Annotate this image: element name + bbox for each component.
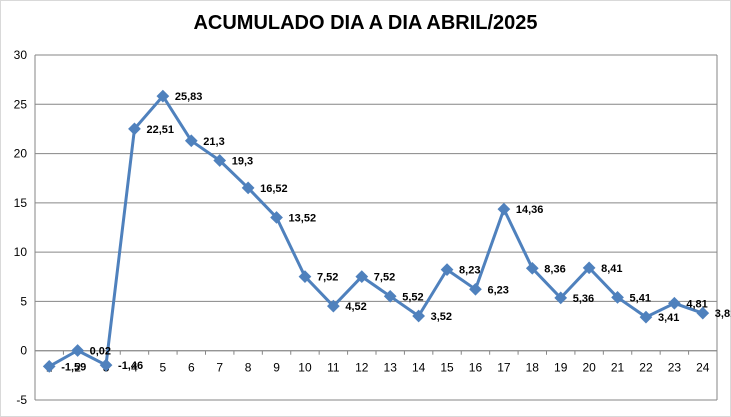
x-tick-label: 6 [188, 361, 195, 375]
x-tick-label: 12 [355, 361, 369, 375]
y-tick-label: 30 [14, 48, 28, 62]
data-label: 8,36 [544, 263, 565, 275]
x-tick-label: 10 [298, 361, 312, 375]
x-tick-label: 15 [440, 361, 454, 375]
data-point [128, 122, 141, 136]
x-tick-label: 18 [526, 361, 540, 375]
data-point [298, 270, 312, 283]
data-label: 8,23 [459, 265, 480, 277]
data-point [270, 211, 283, 224]
x-tick-label: 5 [160, 361, 167, 375]
x-tick-label: 7 [216, 361, 223, 375]
x-tick-label: 14 [412, 361, 426, 375]
x-tick-label: 20 [582, 361, 596, 375]
x-tick-label: 22 [639, 361, 653, 375]
data-point [327, 299, 340, 313]
data-label: 22,51 [146, 124, 174, 136]
data-label: 25,83 [175, 91, 203, 103]
x-tick-label: 2 [74, 361, 81, 375]
x-tick-label: 24 [696, 361, 710, 375]
y-tick-label: 15 [14, 196, 28, 210]
data-point [383, 289, 397, 303]
x-tick-label: 23 [668, 361, 682, 375]
data-point [213, 154, 227, 167]
data-label: 14,36 [516, 204, 544, 216]
data-point [42, 360, 56, 373]
x-tick-label: 8 [245, 361, 252, 375]
y-tick-label: 5 [20, 294, 27, 308]
x-tick-label: 21 [611, 361, 625, 375]
x-tick-label: 9 [273, 361, 280, 375]
data-point [440, 263, 454, 276]
data-point [241, 181, 255, 195]
y-tick-label: 0 [20, 344, 27, 358]
data-label: 3,41 [658, 312, 679, 324]
data-point [497, 202, 511, 216]
x-tick-label: 19 [554, 361, 568, 375]
y-tick-label: 25 [14, 97, 28, 111]
y-tick-label: 10 [14, 245, 28, 259]
data-point [184, 134, 198, 148]
data-label: -1,59 [61, 361, 86, 373]
data-label: 3,81 [715, 308, 731, 320]
data-label: 19,3 [232, 155, 253, 167]
x-tick-label: 13 [384, 361, 398, 375]
data-label: 16,52 [260, 183, 288, 195]
data-point [355, 270, 369, 283]
data-point [156, 89, 170, 103]
data-point [71, 344, 84, 357]
data-label: 4,81 [686, 298, 707, 310]
y-tick-label: -5 [16, 393, 27, 407]
series-line [48, 94, 704, 368]
data-label: 21,3 [203, 136, 224, 148]
data-point [412, 309, 425, 323]
data-label: 8,41 [601, 263, 622, 275]
data-label: 3,52 [431, 311, 452, 323]
y-tick-label: 20 [14, 147, 28, 161]
data-point [668, 296, 681, 310]
data-label: 0,02 [90, 346, 111, 358]
x-tick-label: 4 [131, 361, 138, 375]
data-point [99, 358, 113, 372]
x-tick-label: 17 [497, 361, 511, 375]
data-label: 4,52 [345, 301, 366, 313]
x-tick-label: 16 [469, 361, 483, 375]
data-label: -1,46 [118, 360, 143, 372]
data-label: 7,52 [374, 272, 395, 284]
chart-title: ACUMULADO DIA A DIA ABRIL/2025 [193, 12, 538, 34]
data-label: 5,52 [402, 291, 423, 303]
data-label: 7,52 [317, 272, 338, 284]
data-label: 5,36 [573, 293, 594, 305]
x-tick-label: 11 [327, 361, 340, 375]
data-label: 13,52 [289, 212, 317, 224]
data-label: 5,41 [630, 292, 651, 304]
data-point [469, 282, 482, 296]
data-label: 6,23 [487, 284, 508, 296]
